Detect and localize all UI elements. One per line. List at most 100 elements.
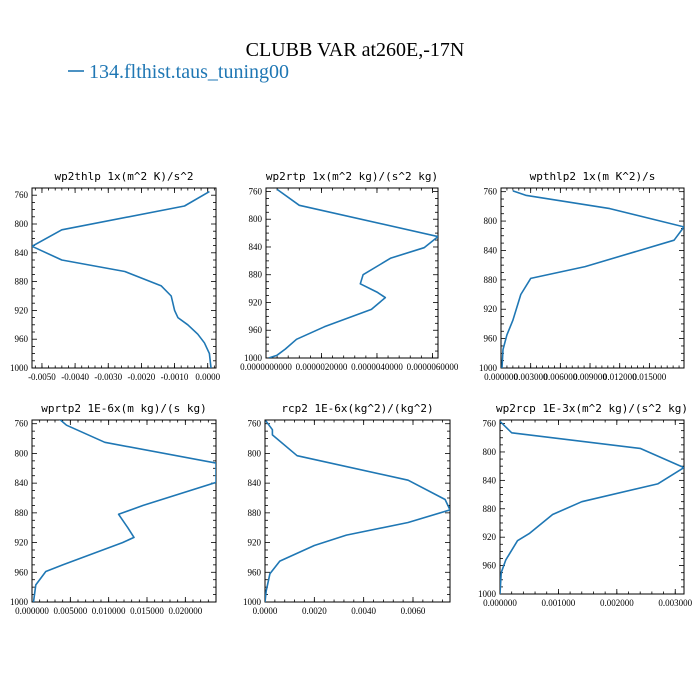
y-tick-label: 920 bbox=[15, 538, 29, 548]
y-tick-label: 880 bbox=[249, 270, 263, 280]
x-tick-label: 0.0060 bbox=[401, 606, 426, 616]
panel-3: wpthlp2 1x(m K^2)/s 760 800 840 880 920 960 100… bbox=[479, 170, 685, 382]
y-tick-label: 880 bbox=[248, 508, 262, 518]
y-tick-label: 760 bbox=[248, 419, 262, 429]
y-tick-label: 760 bbox=[483, 419, 497, 429]
plot-frame bbox=[31, 187, 217, 369]
panel-title: wp2thlp 1x(m^2 K)/s^2 bbox=[54, 170, 193, 183]
y-tick-label: 760 bbox=[15, 190, 29, 200]
plot-frame bbox=[264, 419, 451, 603]
x-tick-label: 0.005000 bbox=[53, 606, 87, 616]
x-tick-label: 0.0000060000 bbox=[407, 362, 459, 372]
x-tick-label: 0.000000 bbox=[484, 372, 518, 382]
y-tick-label: 800 bbox=[483, 447, 497, 457]
plot-frame bbox=[31, 419, 217, 603]
x-tick-label: 0.001000 bbox=[542, 598, 576, 608]
x-tick-label: 0.009000 bbox=[573, 372, 607, 382]
y-tick-label: 960 bbox=[248, 567, 262, 577]
plot-frame bbox=[499, 419, 685, 595]
panel-title: wp2rcp 1E-3x(m^2 kg)/(s^2 kg) bbox=[496, 402, 688, 415]
series-line bbox=[500, 420, 684, 594]
x-tick-label: 0.0000020000 bbox=[296, 362, 348, 372]
figure-title: CLUBB VAR at260E,-17N bbox=[246, 39, 465, 61]
x-tick-label: -0.0010 bbox=[161, 372, 189, 382]
y-tick-label: 880 bbox=[15, 277, 29, 287]
x-tick-label: 0.002000 bbox=[600, 598, 634, 608]
panels: wp2thlp 1x(m^2 K)/s^2 760 800 840 880 920 960 1… bbox=[10, 170, 693, 616]
y-tick-label: 880 bbox=[15, 508, 29, 518]
x-tick-label: -0.0030 bbox=[94, 372, 122, 382]
y-tick-label: 920 bbox=[483, 532, 497, 542]
y-tick-label: 920 bbox=[248, 538, 262, 548]
panel-1: wp2thlp 1x(m^2 K)/s^2 760 800 840 880 920 960 1… bbox=[10, 170, 221, 382]
x-tick-label: 0.012000 bbox=[603, 372, 637, 382]
x-tick-label: 0.0040 bbox=[351, 606, 376, 616]
y-tick-label: 1000 bbox=[243, 597, 262, 607]
x-tick-label: -0.0020 bbox=[128, 372, 156, 382]
y-tick-label: 1000 bbox=[10, 597, 29, 607]
y-tick-label: 960 bbox=[483, 561, 497, 571]
x-tick-label: 0.020000 bbox=[168, 606, 202, 616]
x-tick-label: 0.006000 bbox=[543, 372, 577, 382]
x-tick-label: 0.0000 bbox=[253, 606, 278, 616]
y-tick-label: 1000 bbox=[479, 363, 498, 373]
x-tick-label: 0.0020 bbox=[302, 606, 327, 616]
series-line bbox=[501, 190, 684, 368]
x-tick-label: -0.0050 bbox=[28, 372, 56, 382]
x-tick-label: 0.015000 bbox=[130, 606, 164, 616]
panel-4: wprtp2 1E-6x(m kg)/(s kg) 760 800 840 880 920… bbox=[10, 402, 217, 616]
y-tick-label: 1000 bbox=[10, 363, 29, 373]
plot-frame bbox=[500, 187, 685, 369]
y-tick-label: 800 bbox=[249, 214, 263, 224]
panel-5: rcp2 1E-6x(kg^2)/(kg^2) 760 800 840 880 920 96… bbox=[243, 402, 451, 616]
y-tick-label: 920 bbox=[249, 297, 263, 307]
y-tick-label: 1000 bbox=[478, 589, 497, 599]
y-tick-label: 840 bbox=[248, 478, 262, 488]
legend-label: 134.flthist.taus_tuning00 bbox=[89, 61, 289, 83]
y-tick-label: 920 bbox=[484, 304, 498, 314]
x-tick-label: 0.0000040000 bbox=[351, 362, 403, 372]
series-line bbox=[268, 188, 438, 358]
y-tick-label: 880 bbox=[484, 275, 498, 285]
x-tick-label: 0.0000000000 bbox=[240, 362, 292, 372]
y-tick-label: 960 bbox=[15, 334, 29, 344]
y-tick-label: 840 bbox=[249, 242, 263, 252]
x-tick-label: 0.015000 bbox=[633, 372, 667, 382]
x-tick-label: 0.000000 bbox=[483, 598, 517, 608]
y-tick-label: 800 bbox=[484, 216, 498, 226]
x-tick-label: 0.000000 bbox=[15, 606, 49, 616]
y-tick-label: 1000 bbox=[244, 353, 263, 363]
x-tick-label: 0.003000 bbox=[514, 372, 548, 382]
series-line bbox=[265, 420, 450, 602]
y-tick-label: 760 bbox=[249, 186, 263, 196]
legend: 134.flthist.taus_tuning00 bbox=[68, 61, 289, 83]
y-tick-label: 800 bbox=[15, 219, 29, 229]
y-tick-label: 840 bbox=[483, 475, 497, 485]
y-tick-label: 840 bbox=[484, 245, 498, 255]
panel-title: wpthlp2 1x(m K^2)/s bbox=[530, 170, 656, 183]
y-tick-label: 800 bbox=[15, 448, 29, 458]
y-tick-label: 760 bbox=[484, 187, 498, 197]
panel-title: wprtp2 1E-6x(m kg)/(s kg) bbox=[41, 402, 207, 415]
y-tick-label: 960 bbox=[484, 334, 498, 344]
y-tick-label: 920 bbox=[15, 305, 29, 315]
panel-title: rcp2 1E-6x(kg^2)/(kg^2) bbox=[281, 402, 433, 415]
plot-frame bbox=[265, 187, 439, 359]
y-tick-label: 840 bbox=[15, 478, 29, 488]
y-tick-label: 880 bbox=[483, 504, 497, 514]
y-tick-label: 960 bbox=[15, 567, 29, 577]
series-line bbox=[32, 420, 216, 602]
panel-2: wp2rtp 1x(m^2 kg)/(s^2 kg)760 800 840 880 92… bbox=[240, 170, 459, 372]
x-tick-label: 0.010000 bbox=[92, 606, 126, 616]
series-line bbox=[32, 190, 212, 368]
y-tick-label: 760 bbox=[15, 419, 29, 429]
x-tick-label: 0.003000 bbox=[658, 598, 692, 608]
y-tick-label: 800 bbox=[248, 448, 262, 458]
y-tick-label: 960 bbox=[249, 325, 263, 335]
x-tick-label: 0.0000 bbox=[195, 372, 220, 382]
panel-title: wp2rtp 1x(m^2 kg)/(s^2 kg) bbox=[266, 170, 438, 183]
y-tick-label: 840 bbox=[15, 248, 29, 258]
x-tick-label: -0.0040 bbox=[61, 372, 89, 382]
panel-6: wp2rcp 1E-3x(m^2 kg)/(s^2 kg) 760 800 840 88… bbox=[478, 402, 693, 608]
